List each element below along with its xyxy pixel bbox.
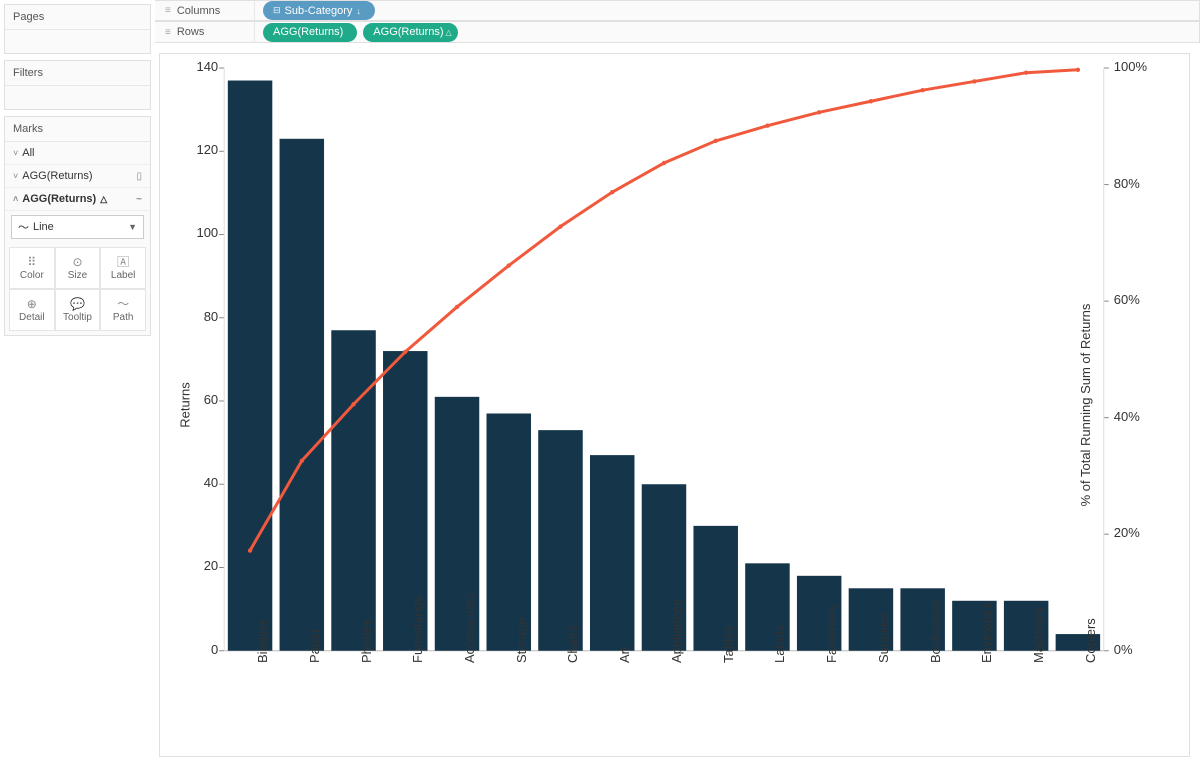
triangle-icon: △ <box>445 28 451 37</box>
layer-glyph-icon: ~ <box>136 194 142 205</box>
category-label: Binders <box>255 619 270 663</box>
mark-button-path[interactable]: 〜 Path <box>100 289 146 331</box>
mark-button-label: Label <box>111 270 135 281</box>
mark-button-label: Color <box>20 270 44 281</box>
pill-agg-returns-[interactable]: AGG(Returns) <box>263 23 357 42</box>
grip-icon: ≡ <box>165 27 171 38</box>
main-area: ≡ Columns ⊟ Sub-Category↓ ≡ Rows AGG(Retu… <box>155 0 1200 767</box>
marks-layer-label: All <box>22 147 34 159</box>
label-icon: 🄰 <box>117 256 129 268</box>
columns-shelf-label: ≡ Columns <box>155 1 255 20</box>
right-tick-label: 0% <box>1114 642 1164 657</box>
category-label: Chairs <box>565 625 580 663</box>
left-sidebar: Pages Filters Marks ˅ All ˅ AGG(Returns) ▯ ˄ A… <box>0 0 155 767</box>
left-tick-label: 120 <box>178 142 218 157</box>
right-tick-label: 40% <box>1114 409 1164 424</box>
category-label: Paper <box>307 628 322 663</box>
mark-button-size[interactable]: ⊙ Size <box>55 247 101 289</box>
rows-shelf[interactable]: ≡ Rows AGG(Returns)AGG(Returns)△ <box>155 21 1200 42</box>
filters-label: Filters <box>5 61 150 86</box>
category-label: Envelopes <box>979 602 994 663</box>
category-label: Accessories <box>462 593 477 663</box>
mark-type-select[interactable]: 〜 Line ▼ <box>11 215 144 239</box>
size-icon: ⊙ <box>72 256 82 268</box>
filters-panel: Filters <box>4 60 151 110</box>
category-label: Furnishings <box>410 595 425 662</box>
left-tick-label: 80 <box>178 309 218 324</box>
category-label: Appliances <box>669 599 684 663</box>
columns-shelf[interactable]: ≡ Columns ⊟ Sub-Category↓ <box>155 0 1200 21</box>
tooltip-icon: 💬 <box>70 298 85 310</box>
marks-label: Marks <box>5 117 150 142</box>
category-label: Copiers <box>1083 618 1098 663</box>
category-label: Art <box>617 646 632 663</box>
pages-panel: Pages <box>4 4 151 54</box>
pill-label: AGG(Returns) <box>373 26 443 38</box>
category-label: Storage <box>514 617 529 663</box>
grip-icon: ≡ <box>165 5 171 16</box>
line-icon: 〜 <box>18 219 29 235</box>
marks-panel: Marks ˅All˅AGG(Returns)▯˄AGG(Returns)△~ … <box>4 116 151 336</box>
mark-button-label[interactable]: 🄰 Label <box>100 247 146 289</box>
category-label: Bookcases <box>928 599 943 663</box>
right-axis-title: % of Total Running Sum of Returns <box>1078 304 1093 507</box>
mark-button-color[interactable]: ⠿ Color <box>9 247 55 289</box>
pill-label: Sub-Category <box>285 5 353 17</box>
left-tick-label: 40 <box>178 475 218 490</box>
mark-type-label: Line <box>33 221 54 233</box>
pareto-chart: Returns % of Total Running Sum of Return… <box>159 53 1190 757</box>
chevron-down-icon: ▼ <box>128 222 137 232</box>
marks-layer-row[interactable]: ˄ AGG(Returns) △ ~ <box>5 188 150 211</box>
category-label: Fasteners <box>824 605 839 663</box>
mark-button-tooltip[interactable]: 💬 Tooltip <box>55 289 101 331</box>
category-label: Supplies <box>876 613 891 663</box>
pill-sub-category[interactable]: ⊟ Sub-Category↓ <box>263 1 375 20</box>
right-tick-label: 60% <box>1114 292 1164 307</box>
chevron-icon: ˅ <box>13 148 18 158</box>
left-tick-label: 140 <box>178 59 218 74</box>
color-icon: ⠿ <box>27 256 36 268</box>
category-label: Machines <box>1031 607 1046 663</box>
marks-buttons: ⠿ Color ⊙ Size 🄰 Label ⊕ Detail 💬 Tooltip 〜 Path <box>5 243 150 335</box>
right-tick-label: 80% <box>1114 176 1164 191</box>
chevron-icon: ˄ <box>13 194 18 204</box>
rows-shelf-label: ≡ Rows <box>155 22 255 41</box>
pill-label: AGG(Returns) <box>273 26 343 38</box>
marks-layer-row[interactable]: ˅ All <box>5 142 150 165</box>
marks-layer-label: AGG(Returns) <box>22 193 96 205</box>
mark-button-label: Detail <box>19 312 45 323</box>
right-tick-label: 20% <box>1114 525 1164 540</box>
mark-button-detail[interactable]: ⊕ Detail <box>9 289 55 331</box>
chevron-icon: ˅ <box>13 171 18 181</box>
layer-glyph-icon: ▯ <box>136 171 142 182</box>
chart-container: Returns % of Total Running Sum of Return… <box>155 43 1200 767</box>
badge-icon: △ <box>100 194 107 205</box>
right-tick-label: 100% <box>1114 59 1164 74</box>
category-label: Labels <box>772 624 787 662</box>
pages-label: Pages <box>5 5 150 30</box>
marks-layer-row[interactable]: ˅ AGG(Returns) ▯ <box>5 165 150 188</box>
marks-layer-label: AGG(Returns) <box>22 170 92 182</box>
mark-button-label: Size <box>68 270 87 281</box>
sort-icon: ↓ <box>356 6 361 16</box>
left-tick-label: 100 <box>178 225 218 240</box>
mark-button-label: Tooltip <box>63 312 92 323</box>
left-tick-label: 60 <box>178 392 218 407</box>
path-icon: 〜 <box>117 298 129 310</box>
pill-icon: ⊟ <box>273 5 281 16</box>
category-label: Phones <box>359 619 374 663</box>
mark-button-label: Path <box>113 312 134 323</box>
detail-icon: ⊕ <box>27 298 37 310</box>
category-label: Tables <box>721 625 736 663</box>
left-tick-label: 0 <box>178 642 218 657</box>
pill-agg-returns-[interactable]: AGG(Returns)△ <box>363 23 457 42</box>
left-tick-label: 20 <box>178 558 218 573</box>
